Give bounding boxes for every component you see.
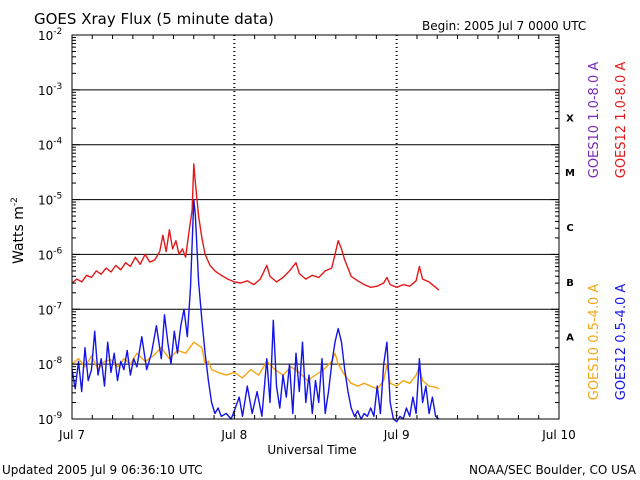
y-tick-label: 10-9	[38, 411, 63, 427]
legend-entry: GOES12 0.5-4.0 A	[614, 284, 629, 401]
x-tick-label: Jul 10	[541, 428, 576, 442]
y-tick-label: 10-2	[38, 27, 62, 43]
series-line	[71, 163, 440, 291]
chart-title: GOES Xray Flux (5 minute data)	[34, 10, 274, 28]
legend-entry: GOES10 0.5-4.0 A	[587, 284, 602, 401]
series-line	[71, 198, 440, 423]
x-axis-label: Universal Time	[267, 443, 356, 457]
y-tick-label: 10-6	[38, 246, 63, 262]
flare-class-labels: X M C B A	[565, 113, 575, 343]
y-tick-label: 10-4	[38, 137, 63, 153]
y-axis: 10-2 10-3 10-4 10-5 10-6 10-7 10-8 10-9	[38, 27, 559, 427]
x-axis: Jul 7 Jul 8 Jul 9 Jul 10	[58, 35, 576, 442]
flare-class-label: B	[566, 278, 574, 289]
y-tick-label: 10-8	[38, 356, 63, 372]
legend-entry: GOES12 1.0-8.0 A	[614, 62, 629, 179]
x-tick-label: Jul 7	[58, 428, 85, 442]
flare-class-label: M	[565, 168, 575, 179]
data-series	[71, 163, 440, 423]
begin-date: Begin: 2005 Jul 7 0000 UTC	[422, 19, 586, 33]
legend: GOES10 1.0-8.0 A GOES12 1.0-8.0 A GOES10 0…	[587, 62, 629, 401]
y-tick-label: 10-3	[38, 82, 62, 98]
updated-timestamp: Updated 2005 Jul 9 06:36:10 UTC	[2, 463, 202, 477]
y-tick-label: 10-7	[38, 301, 62, 317]
flare-class-label: C	[566, 223, 573, 234]
y-tick-label: 10-5	[38, 192, 62, 208]
flare-class-label: A	[566, 333, 574, 344]
noaa-credit: NOAA/SEC Boulder, CO USA	[469, 463, 637, 477]
y-axis-label: Watts m-2	[10, 197, 27, 264]
x-tick-label: Jul 9	[383, 428, 410, 442]
flare-class-label: X	[566, 113, 574, 124]
gridlines	[72, 35, 559, 419]
x-tick-label: Jul 8	[220, 428, 247, 442]
legend-entry: GOES10 1.0-8.0 A	[587, 62, 602, 179]
